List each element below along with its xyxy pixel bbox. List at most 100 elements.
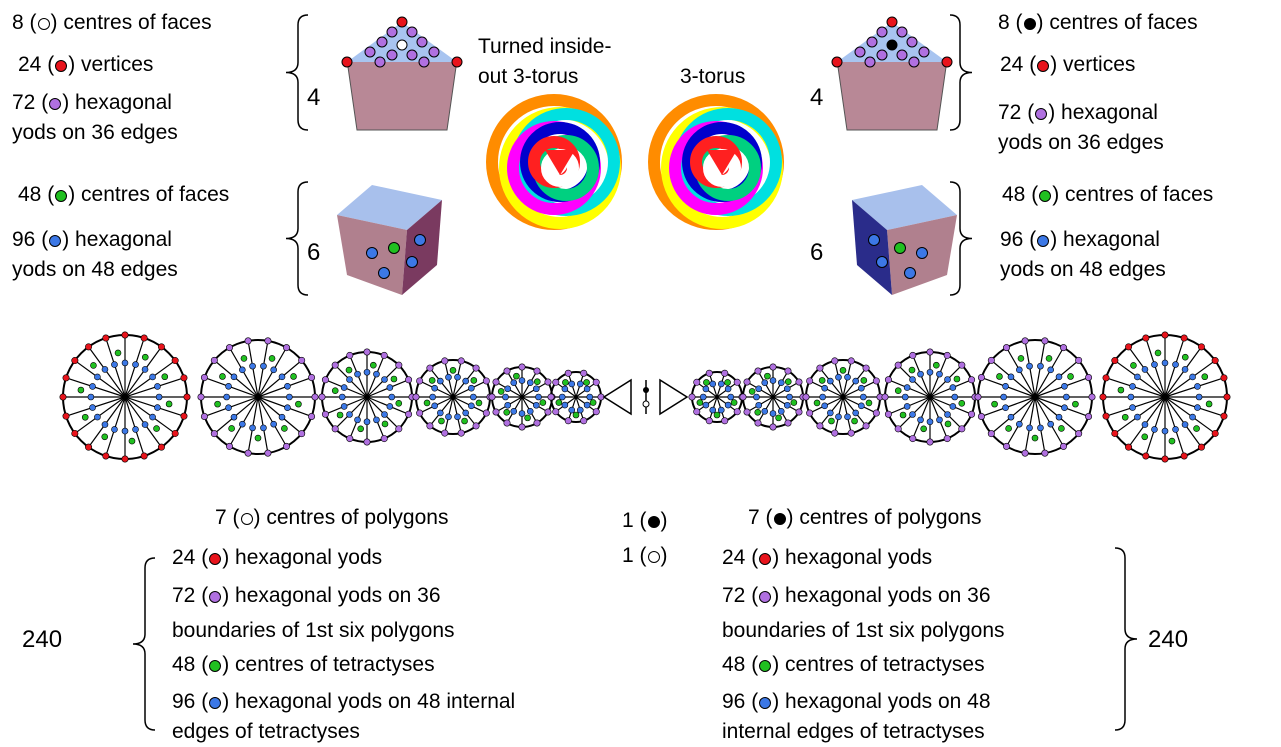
yod xyxy=(743,408,751,416)
yod xyxy=(416,36,428,48)
yod xyxy=(896,49,908,61)
yod xyxy=(724,379,731,386)
yod xyxy=(1180,334,1188,342)
yod xyxy=(441,429,449,437)
label-text: ) centres of faces xyxy=(1036,11,1198,34)
yod xyxy=(341,56,353,68)
label: 1 () xyxy=(622,506,668,536)
yod xyxy=(437,377,444,385)
yod xyxy=(406,49,418,61)
yod xyxy=(445,373,452,381)
yod xyxy=(576,406,584,414)
yod xyxy=(254,434,262,442)
yod xyxy=(1055,373,1063,381)
count: 72 ( xyxy=(172,584,209,607)
yod xyxy=(482,409,490,417)
label-text: yods on 36 edges xyxy=(12,121,178,144)
yod xyxy=(733,378,741,386)
yod xyxy=(703,379,710,386)
yod xyxy=(200,412,208,420)
yod xyxy=(876,49,888,61)
label: 24 () hexagonal yods xyxy=(172,543,382,573)
yod xyxy=(1002,382,1009,390)
yod xyxy=(589,399,597,406)
yod xyxy=(784,378,792,386)
yod xyxy=(270,420,277,428)
yod xyxy=(1026,362,1033,370)
brace xyxy=(949,181,973,296)
yod xyxy=(518,363,526,371)
yod xyxy=(321,376,329,384)
yod xyxy=(363,368,371,376)
yod xyxy=(862,364,870,372)
yod xyxy=(503,419,511,427)
yod xyxy=(709,380,717,388)
yod xyxy=(705,369,713,377)
yod xyxy=(388,242,400,254)
yod xyxy=(583,379,590,386)
yod xyxy=(331,361,339,369)
yod xyxy=(71,357,79,365)
yod xyxy=(345,366,353,374)
yod xyxy=(230,413,238,421)
yod xyxy=(1129,383,1136,390)
label: 96 () hexagonal yods on 48 internal edges… xyxy=(722,687,991,747)
label: 7 () centres of polygons xyxy=(215,503,448,533)
yod xyxy=(454,413,461,421)
yod xyxy=(743,378,751,386)
yod xyxy=(1189,373,1196,381)
yod xyxy=(1045,355,1053,362)
yod xyxy=(987,356,995,364)
yod xyxy=(462,377,469,385)
yod xyxy=(949,403,957,410)
yod xyxy=(755,401,763,409)
yod xyxy=(583,401,591,409)
dot xyxy=(759,697,772,709)
torus-core xyxy=(707,150,737,175)
yod xyxy=(140,334,148,342)
yod xyxy=(308,374,316,382)
yod xyxy=(1195,393,1203,401)
yod xyxy=(1223,393,1231,401)
dot xyxy=(37,18,50,30)
yod xyxy=(784,367,792,375)
face xyxy=(346,59,458,131)
yod xyxy=(454,373,461,381)
yod xyxy=(1060,442,1068,450)
yod xyxy=(858,384,865,392)
yod xyxy=(1193,425,1200,432)
yod xyxy=(724,401,732,409)
yod xyxy=(1125,343,1133,351)
yod xyxy=(1031,434,1039,442)
yod xyxy=(244,449,252,457)
yod xyxy=(468,402,475,410)
yod xyxy=(121,427,129,435)
label: 72 () hexagonal yods on 36 boundaries of … xyxy=(172,578,455,648)
yod xyxy=(472,364,480,372)
yod xyxy=(141,366,149,373)
yod xyxy=(518,377,526,384)
yod xyxy=(386,26,398,38)
yod xyxy=(380,435,388,443)
yod xyxy=(370,361,377,369)
yod xyxy=(85,343,93,351)
yod xyxy=(451,56,463,68)
yod xyxy=(918,46,930,58)
label: 48 () centres of tetractyses xyxy=(722,650,985,680)
yod xyxy=(1102,374,1110,382)
count: 96 ( xyxy=(1000,228,1037,251)
yod xyxy=(295,400,302,408)
yod xyxy=(210,356,218,364)
brace xyxy=(1114,547,1138,731)
yod xyxy=(282,344,290,352)
yod xyxy=(886,39,898,51)
yod xyxy=(754,419,762,427)
label-text: ) hexagonal xyxy=(62,91,172,114)
yod xyxy=(901,393,909,401)
yod xyxy=(321,410,329,418)
yod xyxy=(346,376,353,383)
yod xyxy=(381,420,389,428)
yod xyxy=(406,256,418,268)
yod xyxy=(831,429,839,437)
yod xyxy=(876,256,888,268)
